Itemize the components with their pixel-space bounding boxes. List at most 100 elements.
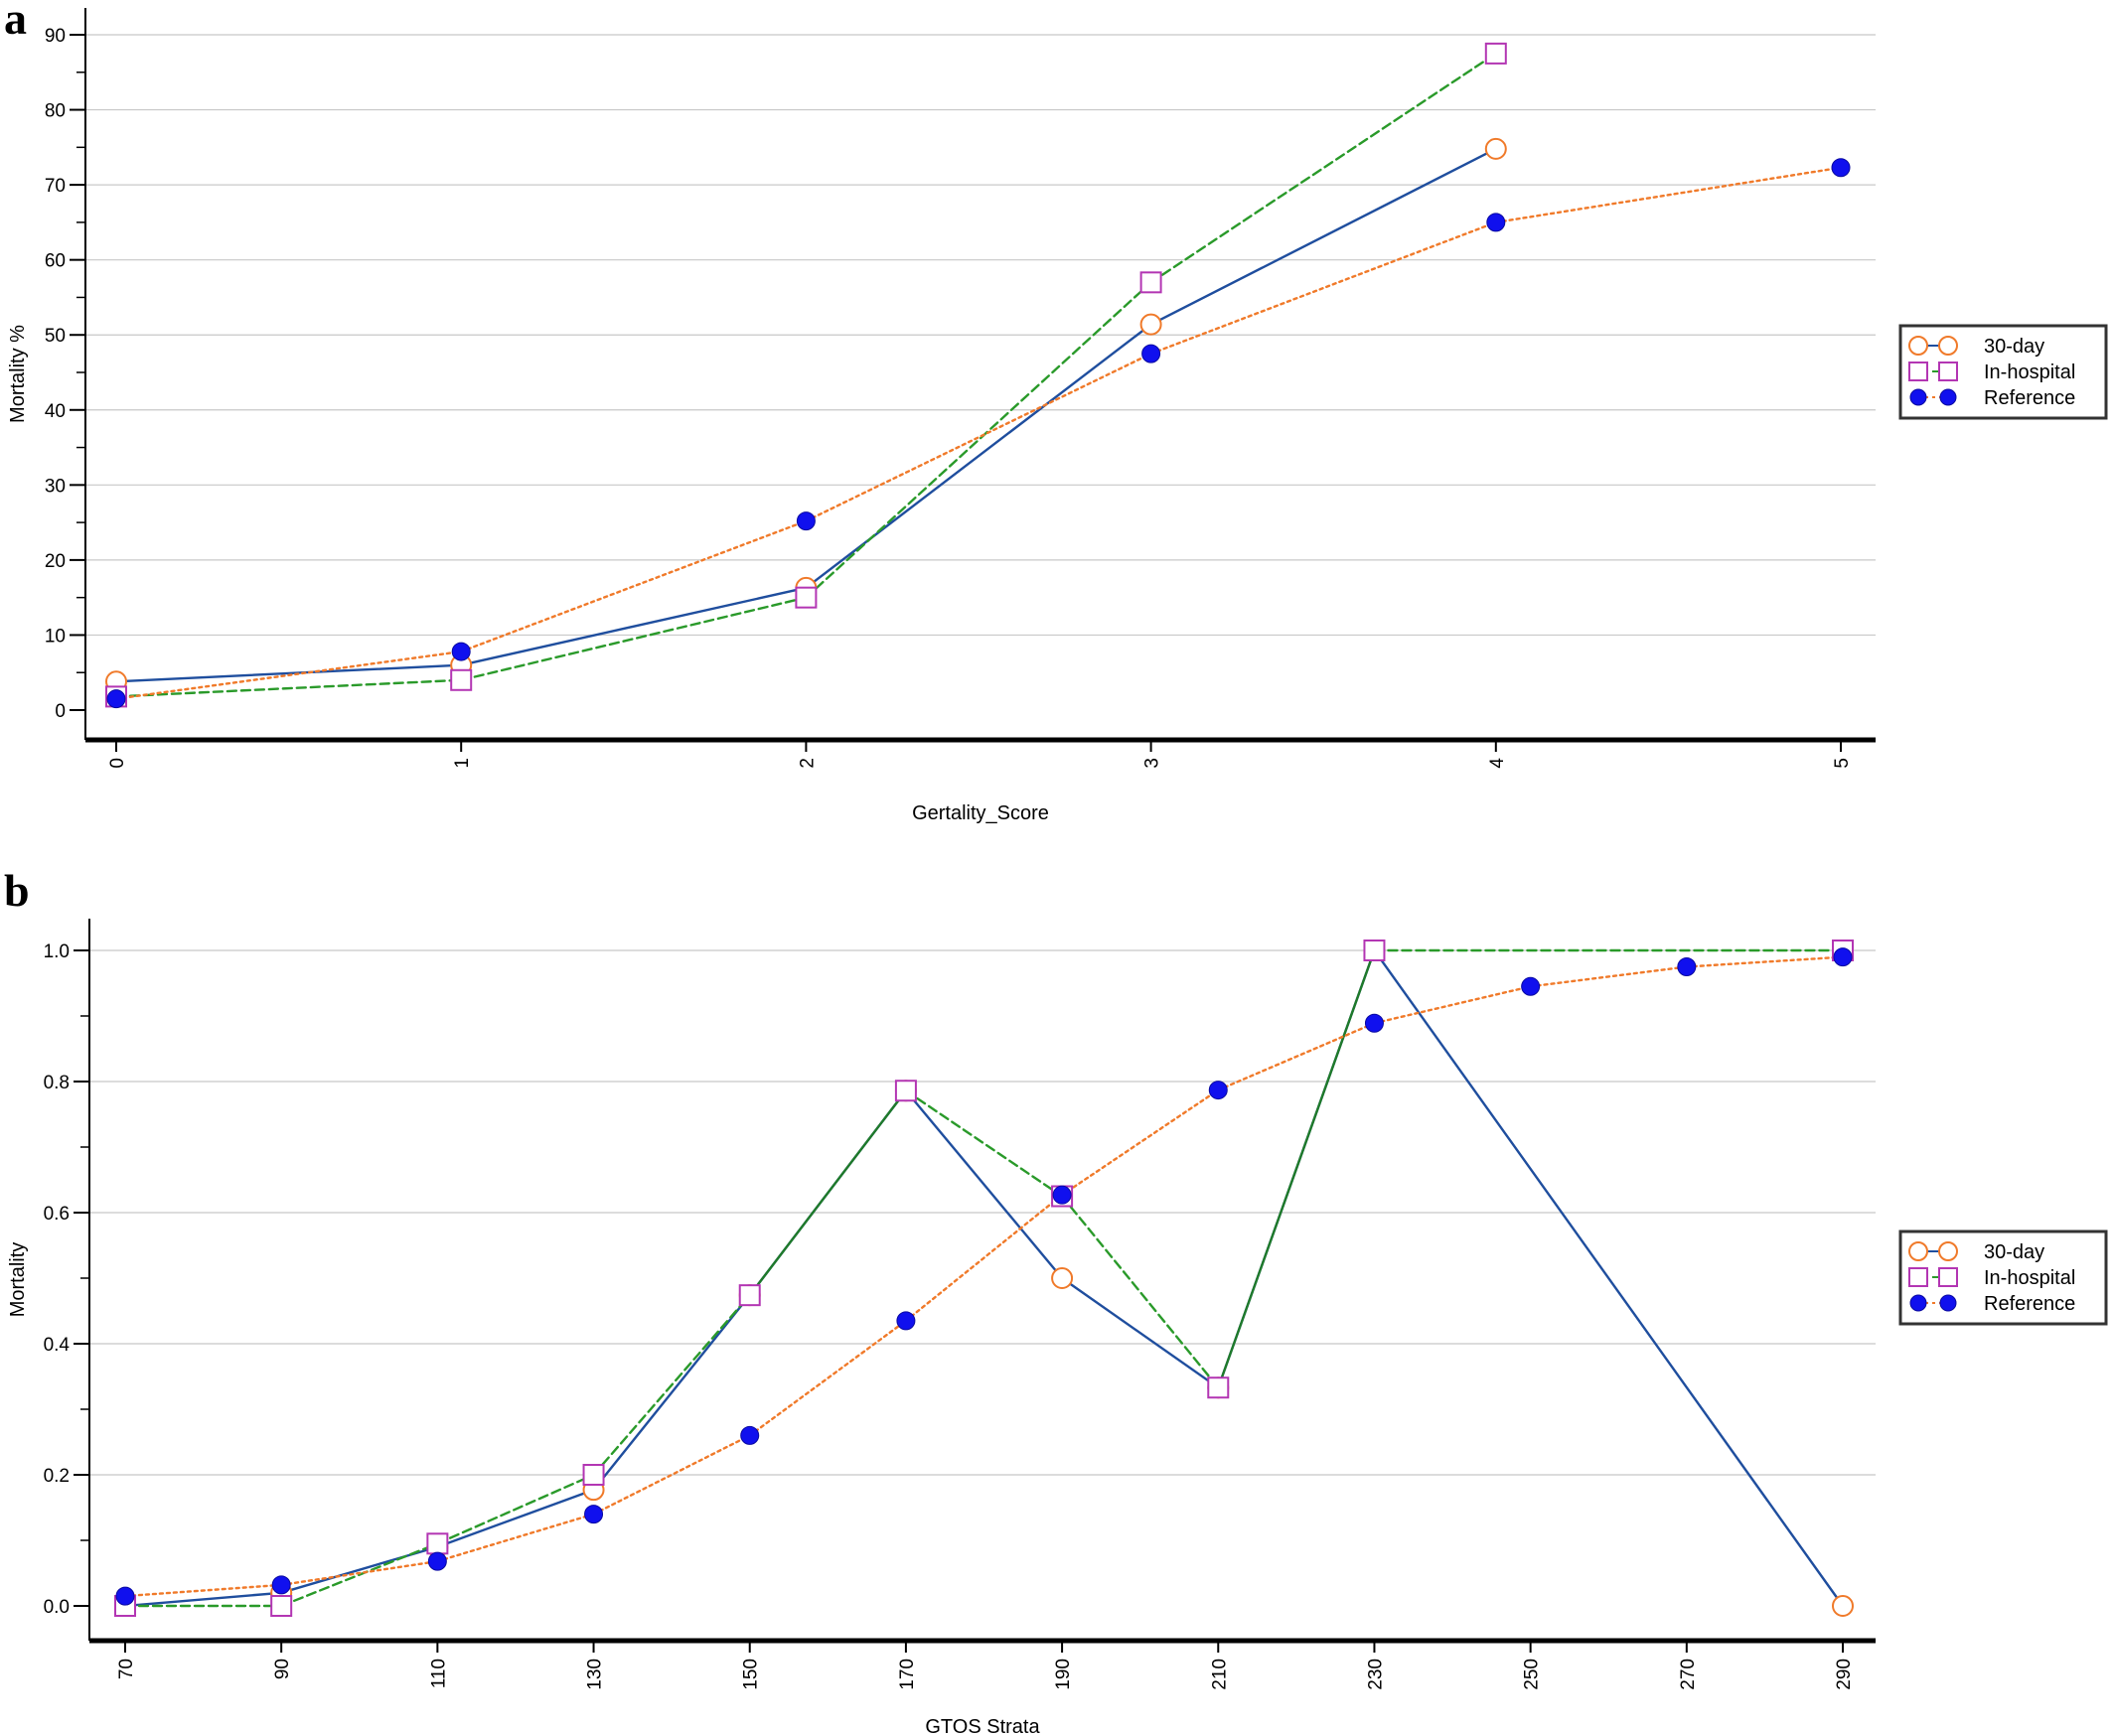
- legend-label: 30-day: [1984, 1241, 2044, 1263]
- markers-30-day: [105, 137, 1507, 693]
- series-segment: [123, 1591, 283, 1608]
- x-tick-label: 90: [272, 1659, 293, 1679]
- x-tick-label: 110: [428, 1659, 449, 1688]
- series-segment: [1060, 1195, 1220, 1389]
- y-tick-label: 10: [45, 626, 66, 647]
- markers-30-day: [114, 940, 1854, 1617]
- series-reference: [123, 955, 1845, 1598]
- series-segment: [436, 1473, 595, 1545]
- y-tick-label: 90: [45, 26, 66, 47]
- x-tick-label: 70: [116, 1659, 137, 1679]
- panel-letter: a: [4, 0, 27, 44]
- series-segment: [904, 1193, 1064, 1323]
- series-segment: [592, 1293, 751, 1492]
- data-point: [1139, 313, 1162, 336]
- x-tick-label: 250: [1522, 1659, 1543, 1690]
- legend: 30-day In-hospital Reference: [1898, 1230, 2108, 1326]
- series-segment: [1373, 948, 1845, 1608]
- x-axis-label: Gertality_Score: [912, 802, 1049, 824]
- series-in-hospital: [123, 948, 1845, 1608]
- data-point: [1141, 344, 1161, 363]
- data-point: [1052, 1185, 1072, 1205]
- series-segment: [460, 519, 808, 653]
- series-segment: [436, 1513, 595, 1563]
- data-point: [894, 1080, 917, 1102]
- x-tick-label: 150: [741, 1659, 762, 1690]
- series-segment: [460, 596, 808, 681]
- x-tick-label: 130: [585, 1659, 606, 1690]
- legend-label: Reference: [1984, 1293, 2075, 1315]
- data-point: [795, 586, 818, 609]
- y-tick-label: 0: [55, 701, 66, 722]
- data-point: [1486, 213, 1506, 232]
- legend-label: Reference: [1984, 387, 2075, 409]
- data-point: [1484, 42, 1507, 65]
- data-point: [450, 668, 473, 691]
- legend-marker: [1908, 1267, 1928, 1287]
- data-point: [1363, 940, 1386, 961]
- markers-reference: [106, 158, 1851, 709]
- data-point: [1364, 1013, 1384, 1033]
- x-tick-label: 210: [1209, 1659, 1230, 1690]
- series-segment: [114, 663, 463, 683]
- chart-panel-a: a 0 10 20 30 40 50 60 70 80 90 0 1 2 3 4 5 Gertality_Scor…: [4, 0, 2108, 824]
- y-tick-label: 0.4: [44, 1335, 71, 1356]
- legend-label: In-hospital: [1984, 1267, 2075, 1289]
- data-point: [1051, 1267, 1074, 1289]
- data-point: [115, 1586, 135, 1606]
- y-tick-label: 50: [45, 326, 66, 347]
- legend-label: In-hospital: [1984, 362, 2075, 383]
- data-point: [1207, 1376, 1230, 1399]
- x-tick-label: 4: [1487, 758, 1508, 769]
- y-tick-label: 0.6: [44, 1204, 70, 1225]
- x-tick-label: 1: [452, 758, 473, 769]
- series-segment: [1149, 52, 1498, 284]
- data-point: [584, 1505, 604, 1524]
- x-tick-label: 270: [1678, 1659, 1699, 1690]
- data-point: [796, 511, 816, 531]
- series-segment: [904, 1089, 1064, 1198]
- y-tick-label: 1.0: [44, 941, 70, 962]
- legend-marker: [1908, 336, 1928, 356]
- series-segment: [460, 586, 808, 666]
- series-segment: [1149, 147, 1498, 326]
- series-segment: [805, 323, 1152, 590]
- x-tick-label: 2: [797, 758, 818, 769]
- data-point: [1677, 957, 1697, 976]
- data-point: [427, 1551, 447, 1571]
- legend-marker: [1908, 362, 1928, 381]
- data-point: [1139, 271, 1162, 294]
- chart-panel-b: b 0.0 0.2 0.4 0.6 0.8 1.0 70 90 110 130 150 170 190 21…: [4, 865, 2108, 1736]
- y-tick-label: 0.0: [44, 1597, 70, 1618]
- x-tick-label: 3: [1142, 758, 1163, 769]
- data-point: [1832, 1595, 1854, 1617]
- data-point: [1833, 947, 1853, 967]
- x-tick-label: 190: [1053, 1659, 1074, 1690]
- series-segment: [1373, 985, 1532, 1025]
- legend-marker: [1909, 388, 1927, 406]
- data-point: [271, 1575, 291, 1595]
- y-tick-label: 60: [45, 251, 66, 272]
- legend-item: Reference: [1909, 1293, 2075, 1315]
- data-point: [1831, 158, 1851, 178]
- legend-label: 30-day: [1984, 336, 2044, 358]
- legend-box: [1898, 1230, 2108, 1326]
- series-segment: [592, 1293, 751, 1477]
- legend-item: In-hospital: [1908, 362, 2075, 383]
- series-segment: [114, 650, 463, 700]
- series-segment: [748, 1089, 908, 1297]
- data-point: [451, 642, 471, 661]
- legend-marker: [1939, 388, 1957, 406]
- y-tick-label: 30: [45, 476, 66, 497]
- series-segment: [1494, 166, 1843, 224]
- y-tick-label: 20: [45, 551, 66, 572]
- legend-box: [1898, 324, 2108, 420]
- legend-item: 30-day: [1908, 336, 2044, 358]
- x-tick-label: 230: [1365, 1659, 1386, 1690]
- legend-marker: [1938, 1267, 1958, 1287]
- legend-marker: [1939, 1294, 1957, 1312]
- x-axis-label: GTOS Strata: [925, 1716, 1040, 1736]
- legend-marker: [1938, 1241, 1958, 1261]
- series-segment: [748, 1319, 908, 1437]
- legend: 30-day In-hospital Reference: [1898, 324, 2108, 420]
